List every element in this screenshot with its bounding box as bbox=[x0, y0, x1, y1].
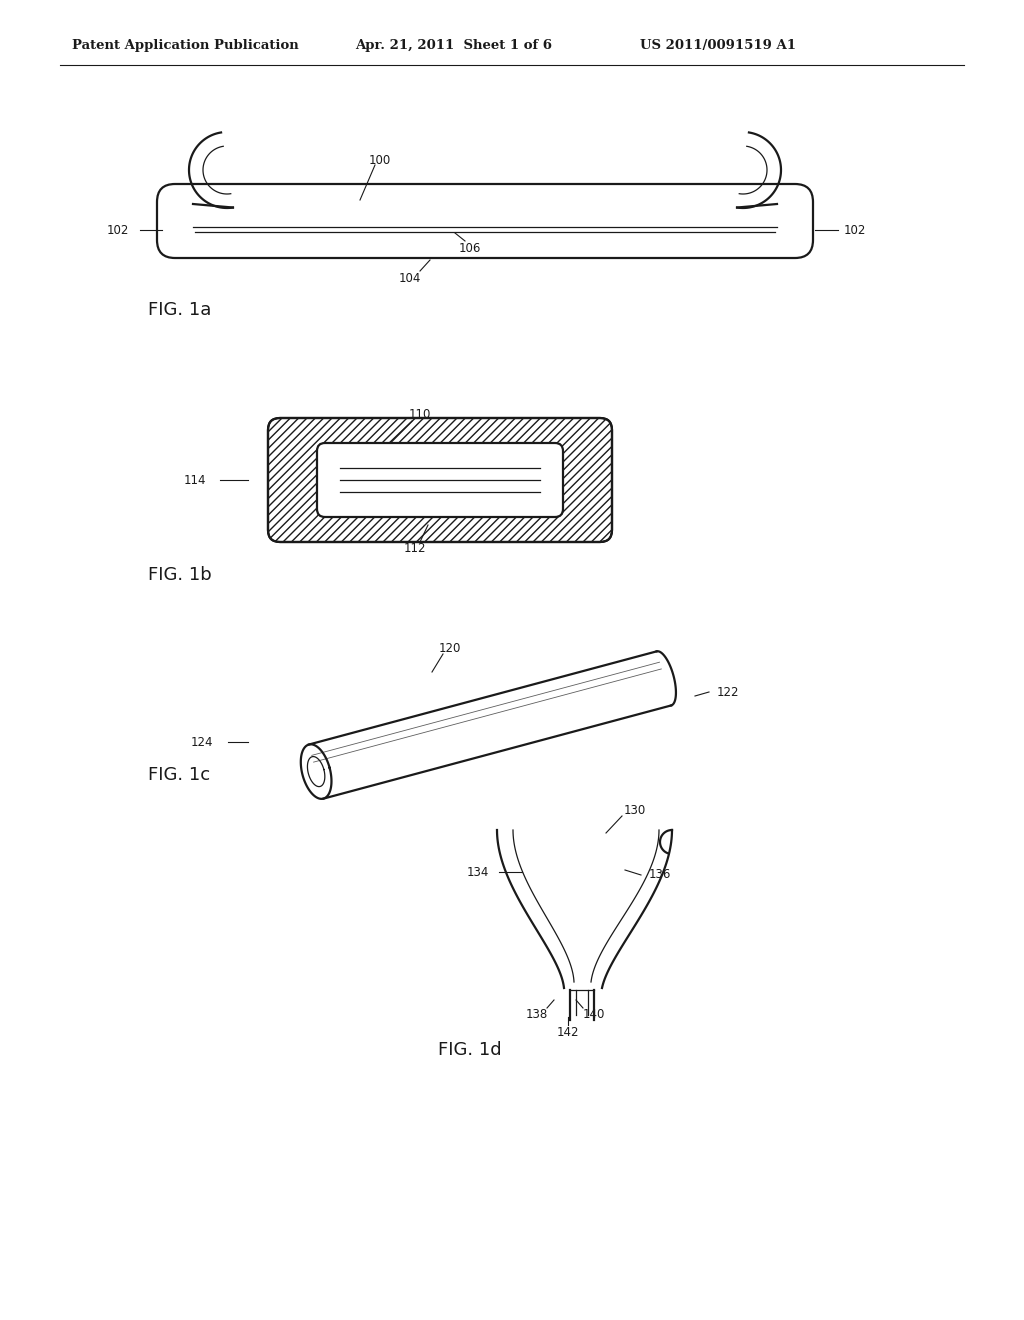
Text: FIG. 1b: FIG. 1b bbox=[148, 566, 212, 583]
Text: 102: 102 bbox=[106, 223, 129, 236]
Text: 120: 120 bbox=[439, 642, 461, 655]
Text: 134: 134 bbox=[467, 866, 489, 879]
Text: Apr. 21, 2011  Sheet 1 of 6: Apr. 21, 2011 Sheet 1 of 6 bbox=[355, 38, 552, 51]
Text: 122: 122 bbox=[717, 685, 739, 698]
Text: 142: 142 bbox=[557, 1026, 580, 1039]
Text: 106: 106 bbox=[459, 242, 481, 255]
Text: FIG. 1d: FIG. 1d bbox=[438, 1041, 502, 1059]
Text: 104: 104 bbox=[398, 272, 421, 285]
Text: 114: 114 bbox=[183, 474, 206, 487]
Text: FIG. 1c: FIG. 1c bbox=[148, 766, 210, 784]
Text: 138: 138 bbox=[526, 1007, 548, 1020]
Text: 112: 112 bbox=[403, 541, 426, 554]
Text: 130: 130 bbox=[624, 804, 646, 817]
Text: 100: 100 bbox=[369, 153, 391, 166]
FancyBboxPatch shape bbox=[317, 444, 563, 517]
Text: 110: 110 bbox=[409, 408, 431, 421]
Text: FIG. 1a: FIG. 1a bbox=[148, 301, 211, 319]
Text: 140: 140 bbox=[583, 1007, 605, 1020]
FancyBboxPatch shape bbox=[317, 444, 563, 517]
Text: 136: 136 bbox=[649, 869, 671, 882]
Text: 124: 124 bbox=[190, 735, 213, 748]
Text: 102: 102 bbox=[844, 223, 866, 236]
Text: Patent Application Publication: Patent Application Publication bbox=[72, 38, 299, 51]
FancyBboxPatch shape bbox=[157, 183, 813, 257]
Text: US 2011/0091519 A1: US 2011/0091519 A1 bbox=[640, 38, 796, 51]
